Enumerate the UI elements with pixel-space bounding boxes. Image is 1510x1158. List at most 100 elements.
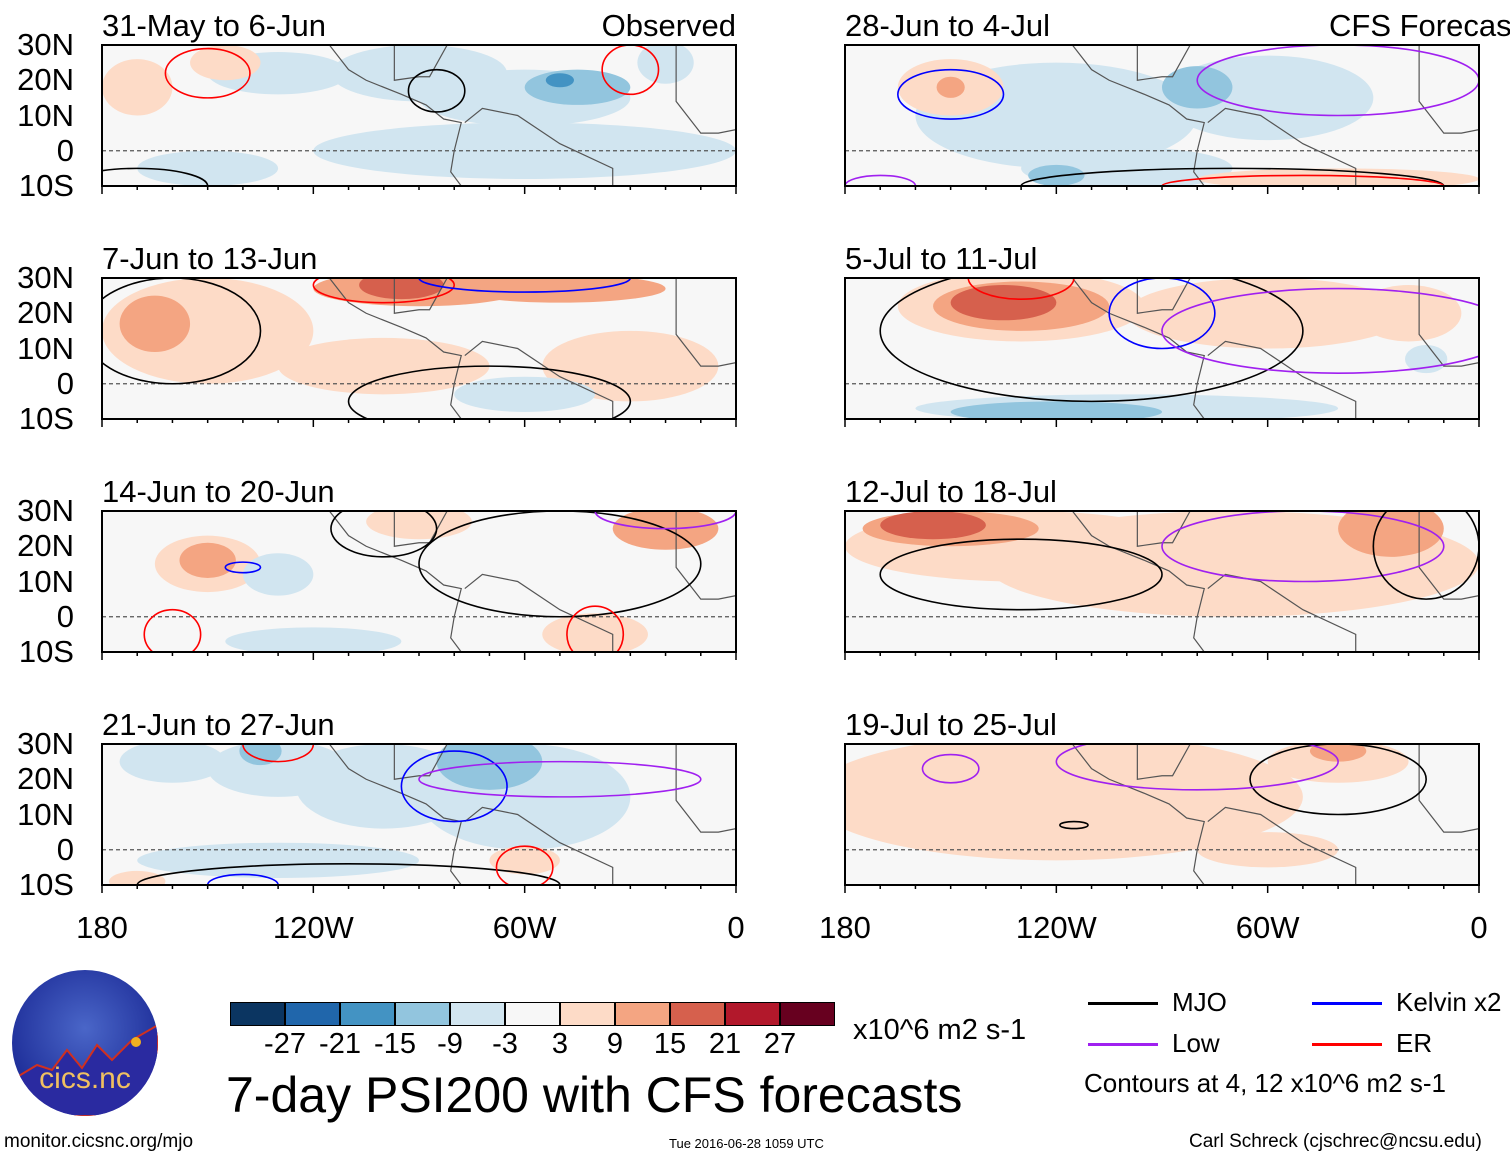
- map-panel: [844, 743, 1480, 893]
- panel-title: 31-May to 6-Jun: [102, 8, 326, 43]
- lat-label: 0: [56, 599, 74, 634]
- contour-note: Contours at 4, 12 x10^6 m2 s-1: [1084, 1068, 1446, 1098]
- coastline: [328, 511, 463, 652]
- wave-contour: [566, 605, 625, 652]
- wave-contour: [1059, 820, 1089, 830]
- panel-title: 5-Jul to 11-Jul: [845, 241, 1038, 276]
- psi-anomaly-region: [542, 613, 648, 652]
- coastline: [393, 278, 448, 314]
- coastline: [328, 744, 463, 885]
- psi-anomaly-region: [922, 747, 979, 783]
- lat-label: 10S: [18, 401, 74, 436]
- wave-contour: [879, 278, 1304, 403]
- wave-contour: [400, 750, 508, 823]
- wave-contour: [102, 278, 262, 385]
- lat-label: 0: [56, 832, 74, 867]
- lon-label: 120W: [272, 910, 354, 945]
- psi-anomaly-region: [1338, 511, 1444, 557]
- coastline: [1071, 45, 1206, 186]
- colorbar-swatch: [450, 1002, 505, 1026]
- cics-logo: cics.nc: [12, 970, 158, 1116]
- lon-label: 60W: [492, 910, 557, 945]
- wave-contour: [1161, 287, 1479, 374]
- panel-title: 19-Jul to 25-Jul: [845, 707, 1057, 742]
- colorbar-label: -3: [492, 1028, 518, 1060]
- panel-title: 14-Jun to 20-Jun: [102, 474, 335, 509]
- lat-label: 0: [56, 366, 74, 401]
- panel-title: 28-Jun to 4-Jul: [845, 8, 1051, 43]
- source-url[interactable]: monitor.cicsnc.org/mjo: [4, 1131, 194, 1152]
- lat-label: 10N: [17, 564, 74, 599]
- coastline: [1071, 511, 1206, 652]
- psi-anomaly-region: [109, 870, 166, 885]
- psi-anomaly-region: [137, 150, 279, 186]
- wave-contour: [594, 511, 736, 530]
- psi-anomaly-region: [330, 45, 508, 102]
- colorbar-label: -9: [437, 1028, 463, 1060]
- coastline: [1418, 744, 1479, 833]
- coastline: [393, 744, 448, 780]
- psi-anomaly-region: [436, 744, 543, 790]
- colorbar-label: 27: [763, 1028, 797, 1060]
- figure-title: 7-day PSI200 with CFS forecasts: [226, 1067, 963, 1123]
- lat-label: 10S: [18, 867, 74, 902]
- psi-anomaly-region: [454, 278, 666, 303]
- lat-label: 10S: [18, 634, 74, 669]
- wave-contour: [224, 561, 262, 574]
- colorbar-label: -15: [374, 1028, 416, 1060]
- wave-contour: [312, 278, 456, 304]
- psi-anomaly-region: [242, 553, 314, 596]
- coastline: [1207, 340, 1357, 419]
- wave-contour: [879, 538, 1163, 611]
- wave-contour: [347, 365, 632, 419]
- colorbar-label: 9: [606, 1028, 624, 1060]
- coastline: [1207, 806, 1357, 885]
- colorbar-label: -21: [319, 1028, 361, 1060]
- lat-label: 0: [56, 133, 74, 168]
- legend-line-mjo: [1088, 1002, 1158, 1005]
- map-panel: [101, 277, 737, 427]
- map-panel: [101, 44, 737, 194]
- wave-contour: [242, 744, 315, 763]
- wave-contour: [143, 608, 202, 652]
- coastline: [1136, 45, 1191, 81]
- psi-anomaly-region: [936, 76, 965, 98]
- map-panel: [844, 277, 1480, 427]
- coastline: [675, 45, 736, 134]
- psi-anomaly-region: [102, 59, 173, 116]
- colorbar-label: 15: [653, 1028, 687, 1060]
- colorbar-swatch: [670, 1002, 725, 1026]
- wave-contour: [164, 47, 251, 99]
- psi-anomaly-region: [119, 744, 226, 783]
- psi-anomaly-region: [1162, 518, 1374, 575]
- lat-label: 30N: [17, 27, 74, 62]
- colorbar-label: 21: [708, 1028, 742, 1060]
- psi-anomaly-region: [179, 542, 236, 578]
- coastline: [1071, 744, 1206, 885]
- logo-text: cics.nc: [39, 1062, 131, 1095]
- colorbar-swatch: [780, 1002, 835, 1026]
- psi-anomaly-region: [1355, 285, 1462, 342]
- lat-label: 20N: [17, 295, 74, 330]
- legend-label: Low: [1172, 1028, 1220, 1058]
- wave-contour: [1372, 511, 1479, 600]
- colorbar-swatch: [230, 1002, 285, 1026]
- psi-anomaly-region: [359, 278, 444, 300]
- coastline: [675, 278, 736, 367]
- psi-anomaly-region: [524, 69, 631, 105]
- coastline: [1136, 744, 1191, 780]
- psi-anomaly-region: [880, 511, 986, 540]
- wave-contour: [418, 511, 702, 618]
- lat-label: 20N: [17, 761, 74, 796]
- colorbar-swatch: [615, 1002, 670, 1026]
- coastline: [1418, 45, 1479, 134]
- psi-anomaly-region: [119, 295, 191, 353]
- lat-label: 10N: [17, 98, 74, 133]
- lon-label: 180: [76, 910, 128, 945]
- map-panel: [101, 510, 737, 660]
- psi-anomaly-region: [637, 45, 694, 84]
- lon-label: 0: [727, 910, 745, 945]
- legend-label: MJO: [1172, 987, 1227, 1017]
- legend-label: Kelvin x2: [1396, 987, 1502, 1017]
